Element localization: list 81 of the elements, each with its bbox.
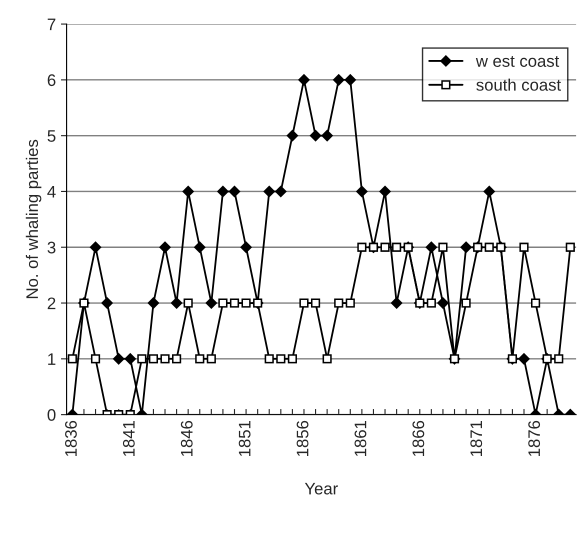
point <box>298 74 310 86</box>
point <box>194 242 206 253</box>
point <box>101 297 113 309</box>
point <box>228 186 240 198</box>
point <box>275 186 286 198</box>
point <box>334 298 344 308</box>
point <box>357 242 366 252</box>
point <box>218 298 228 308</box>
point <box>148 354 158 364</box>
point <box>195 354 204 364</box>
point <box>519 242 529 252</box>
point <box>426 242 438 253</box>
point <box>566 242 575 252</box>
point <box>276 354 286 364</box>
point <box>321 130 333 142</box>
point <box>299 298 309 308</box>
point <box>90 242 102 253</box>
point <box>380 242 390 252</box>
point <box>184 298 193 308</box>
point <box>264 186 275 198</box>
y-tick-label: 3 <box>48 242 56 254</box>
point <box>390 297 402 309</box>
point <box>554 354 564 364</box>
point <box>344 74 356 86</box>
point <box>484 186 495 198</box>
x-tick-label: 1856 <box>296 420 308 456</box>
point <box>310 130 322 142</box>
x-tick-label: 1846 <box>180 420 193 456</box>
point <box>530 298 540 308</box>
point <box>288 354 297 364</box>
point <box>346 298 355 308</box>
point <box>230 298 240 308</box>
point <box>379 186 391 198</box>
point <box>159 242 171 253</box>
y-tick-label: 0 <box>48 409 56 421</box>
point <box>484 242 494 252</box>
point <box>333 74 344 86</box>
point <box>206 297 218 309</box>
point <box>460 242 472 253</box>
point <box>286 130 298 142</box>
point <box>170 297 182 309</box>
point <box>264 354 274 364</box>
point <box>310 298 320 308</box>
point <box>206 354 216 364</box>
point <box>356 186 368 198</box>
point <box>322 354 332 364</box>
x-axis-title: Year <box>304 482 338 494</box>
point <box>160 354 170 364</box>
point <box>518 353 530 365</box>
point <box>113 353 124 365</box>
y-tick-label: 1 <box>48 353 56 365</box>
y-tick-label: 2 <box>48 297 56 310</box>
point <box>240 242 252 253</box>
point <box>462 298 471 308</box>
point <box>241 298 251 308</box>
x-tick-label: 1876 <box>528 420 540 456</box>
point <box>90 354 100 364</box>
legend-label: south coast <box>476 78 561 91</box>
point <box>124 353 136 365</box>
x-tick-label: 1841 <box>122 420 135 456</box>
point <box>438 242 448 252</box>
y-axis-title: No. of whaling parties <box>26 140 42 298</box>
point <box>68 354 77 364</box>
y-tick-label: 6 <box>48 74 56 86</box>
x-tick-label: 1836 <box>65 420 77 456</box>
y-tick-label: 5 <box>48 130 56 142</box>
x-tick-label: 1866 <box>412 420 424 456</box>
x-tick-label: 1861 <box>354 420 366 456</box>
y-tick-label: 4 <box>47 186 56 198</box>
point <box>392 242 402 252</box>
point <box>137 354 146 364</box>
point <box>217 186 229 198</box>
point <box>172 354 182 364</box>
x-tick-label: 1871 <box>470 420 482 456</box>
point <box>148 297 160 309</box>
legend-label: w est coast <box>476 56 560 67</box>
y-tick-label: 7 <box>48 18 56 30</box>
x-tick-label: 1851 <box>238 420 251 456</box>
point <box>437 297 449 309</box>
point <box>426 298 436 308</box>
point <box>182 186 194 198</box>
